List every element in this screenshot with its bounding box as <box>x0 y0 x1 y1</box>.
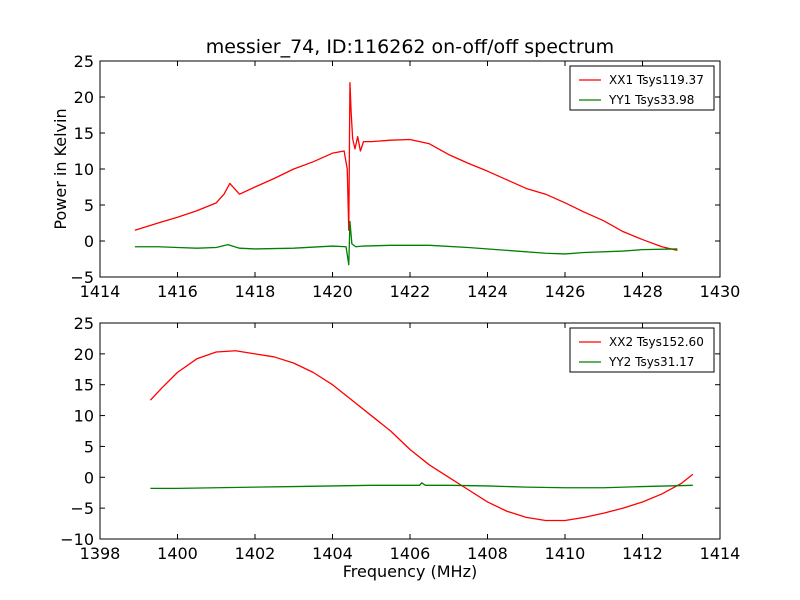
x-tick-label: 1414 <box>80 282 121 301</box>
series-line-1 <box>134 220 678 266</box>
x-tick-label: 1404 <box>312 544 353 563</box>
y-tick-label: 5 <box>84 437 94 456</box>
x-tick-label: 1416 <box>157 282 198 301</box>
x-tick-label: 1406 <box>390 544 431 563</box>
x-tick-label: 1426 <box>545 282 586 301</box>
y-tick-label: 15 <box>74 124 94 143</box>
x-tick-label: 1418 <box>235 282 276 301</box>
legend-entry: YY1 Tsys33.98 <box>608 93 694 107</box>
y-tick-label: 0 <box>84 232 94 251</box>
x-axis-label: Frequency (MHz) <box>343 562 477 581</box>
x-tick-label: 1424 <box>467 282 508 301</box>
x-tick-label: 1410 <box>545 544 586 563</box>
y-tick-label: −5 <box>70 268 94 287</box>
y-tick-label: 20 <box>74 345 94 364</box>
y-tick-label: 10 <box>74 160 94 179</box>
legend-box <box>569 327 715 373</box>
y-tick-label: −10 <box>60 530 94 549</box>
legend-entry: XX2 Tsys152.60 <box>609 335 704 349</box>
x-tick-label: 1398 <box>80 544 121 563</box>
y-tick-label: 25 <box>74 52 94 71</box>
legend-box <box>569 65 715 111</box>
legend-entry: YY2 Tsys31.17 <box>608 355 694 369</box>
x-tick-label: 1402 <box>235 544 276 563</box>
y-tick-label: 5 <box>84 196 94 215</box>
y-tick-label: 20 <box>74 88 94 107</box>
bottom-panel: 1398 1400 1402 1404 1406 1408 1410 1412 1414 −10 −… <box>60 314 740 563</box>
x-tick-label: 1430 <box>700 282 741 301</box>
chart-title: messier_74, ID:116262 on-off/off spectru… <box>206 36 614 58</box>
top-panel: 1414 1416 1418 1420 1422 1424 1426 1428 1430 −5 0 5… <box>70 52 740 301</box>
x-tick-label: 1414 <box>700 544 741 563</box>
x-tick-label: 1408 <box>467 544 508 563</box>
series-group <box>149 350 694 522</box>
series-line-1 <box>150 482 693 490</box>
y-tick-label: 0 <box>84 468 94 487</box>
y-tick-label: 10 <box>74 407 94 426</box>
x-tick-label: 1412 <box>622 544 663 563</box>
y-tick-label: 25 <box>74 314 94 333</box>
y-axis-label: Power in Kelvin <box>51 108 70 229</box>
y-tick-label: 15 <box>74 376 94 395</box>
y-tick-label: −5 <box>70 499 94 518</box>
x-tick-label: 1428 <box>622 282 663 301</box>
legend: XX2 Tsys152.60 YY2 Tsys31.17 <box>569 327 715 373</box>
x-tick-label: 1400 <box>157 544 198 563</box>
series-line-0 <box>134 81 678 251</box>
series-line-0 <box>149 350 694 522</box>
legend-entry: XX1 Tsys119.37 <box>609 73 704 87</box>
x-tick-label: 1422 <box>390 282 431 301</box>
series-group <box>134 81 678 266</box>
legend: XX1 Tsys119.37 YY1 Tsys33.98 <box>569 65 715 111</box>
x-tick-label: 1420 <box>312 282 353 301</box>
